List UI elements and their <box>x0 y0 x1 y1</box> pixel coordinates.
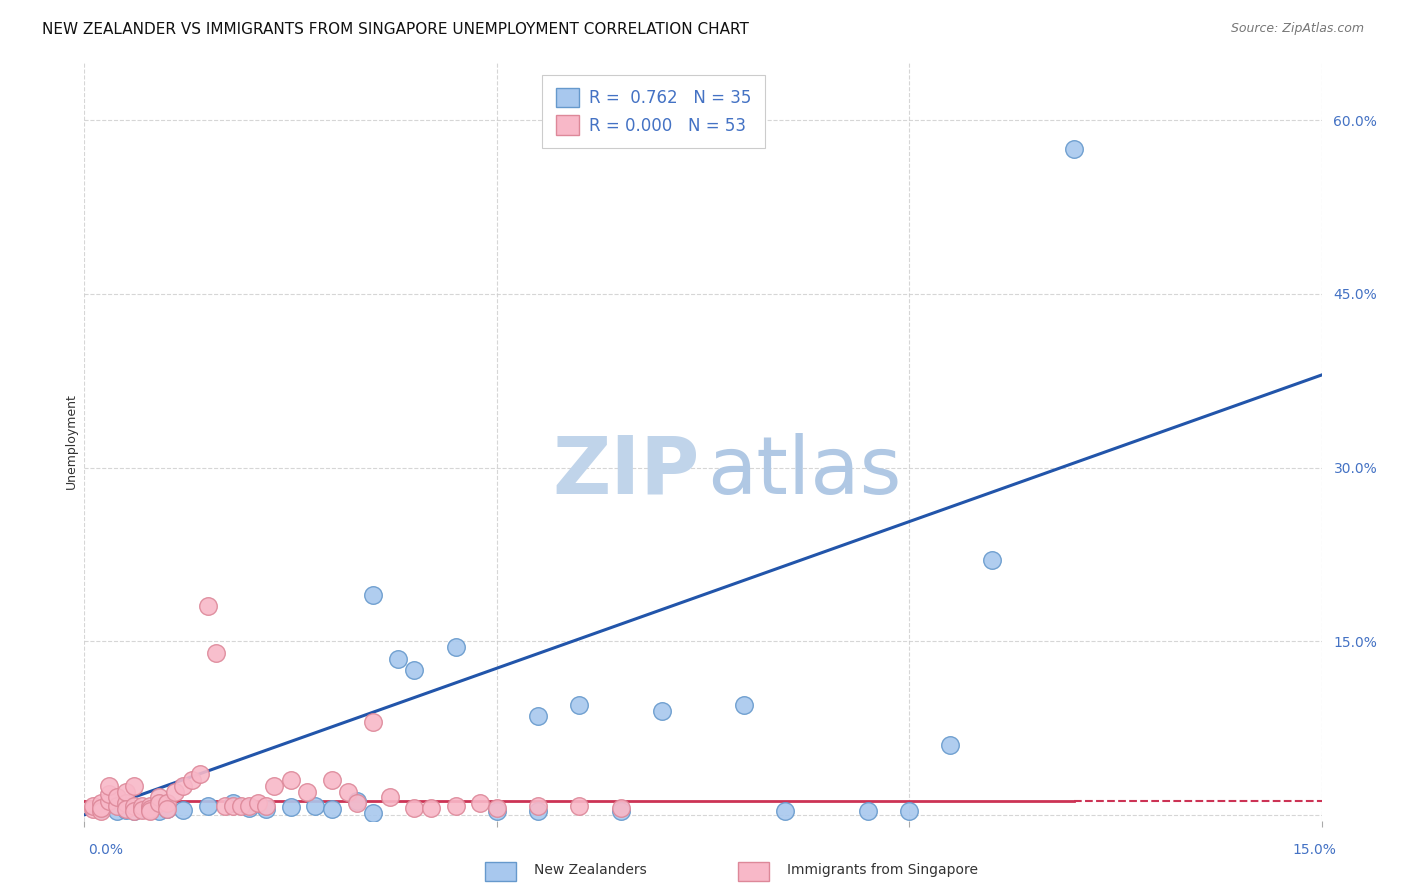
Point <box>131 798 153 813</box>
Point <box>172 803 194 817</box>
Point <box>139 805 162 819</box>
Point <box>139 802 162 816</box>
Point <box>775 805 797 819</box>
Point <box>122 805 145 819</box>
Point <box>131 802 153 816</box>
Point <box>105 798 128 813</box>
Point <box>148 805 170 819</box>
Point <box>404 663 426 677</box>
Point <box>122 798 145 813</box>
Point <box>856 805 879 819</box>
Point <box>444 640 467 654</box>
Point <box>485 805 508 819</box>
Point <box>114 802 136 816</box>
Point <box>361 588 384 602</box>
Point <box>485 801 508 815</box>
Point <box>229 798 252 813</box>
Point <box>321 802 343 816</box>
Point <box>378 790 401 805</box>
Text: atlas: atlas <box>707 433 901 511</box>
Point <box>98 787 121 801</box>
Point <box>131 803 153 817</box>
Point <box>165 785 187 799</box>
Point <box>139 803 162 817</box>
Point <box>346 794 368 808</box>
Text: NEW ZEALANDER VS IMMIGRANTS FROM SINGAPORE UNEMPLOYMENT CORRELATION CHART: NEW ZEALANDER VS IMMIGRANTS FROM SINGAPO… <box>42 22 749 37</box>
Point <box>337 785 360 799</box>
Point <box>172 779 194 793</box>
Legend: R =  0.762   N = 35, R = 0.000   N = 53: R = 0.762 N = 35, R = 0.000 N = 53 <box>543 75 765 148</box>
Point <box>148 790 170 805</box>
Point <box>188 767 211 781</box>
Point <box>148 797 170 811</box>
Point <box>156 802 179 816</box>
Text: 15.0%: 15.0% <box>1292 843 1337 857</box>
Point <box>105 805 128 819</box>
Text: New Zealanders: New Zealanders <box>534 863 647 877</box>
Point <box>222 798 245 813</box>
Point <box>568 798 591 813</box>
Point <box>980 553 1002 567</box>
Point <box>263 779 285 793</box>
Point <box>114 803 136 817</box>
Point <box>238 798 260 813</box>
Point <box>898 805 921 819</box>
Point <box>222 797 245 811</box>
Point <box>387 651 409 665</box>
Point <box>609 805 631 819</box>
Text: Source: ZipAtlas.com: Source: ZipAtlas.com <box>1230 22 1364 36</box>
Point <box>105 790 128 805</box>
Point <box>90 797 112 811</box>
Point <box>197 798 219 813</box>
Point <box>1063 142 1085 156</box>
Point <box>280 799 302 814</box>
Point <box>568 698 591 712</box>
Point <box>419 801 441 815</box>
Point <box>733 698 755 712</box>
Point <box>295 785 318 799</box>
Point <box>205 646 228 660</box>
Point <box>609 801 631 815</box>
Point <box>939 739 962 753</box>
Point <box>98 794 121 808</box>
Point <box>122 779 145 793</box>
Point <box>214 798 236 813</box>
Point <box>444 798 467 813</box>
Point <box>651 704 673 718</box>
Point <box>156 802 179 816</box>
Text: 0.0%: 0.0% <box>89 843 122 857</box>
Point <box>197 599 219 614</box>
Point <box>404 801 426 815</box>
Point <box>156 797 179 811</box>
Point <box>90 805 112 819</box>
Point <box>246 797 269 811</box>
Point <box>304 798 326 813</box>
Text: ZIP: ZIP <box>553 433 699 511</box>
Point <box>139 798 162 813</box>
Point <box>254 802 277 816</box>
Point <box>238 801 260 815</box>
Point <box>114 797 136 811</box>
Point <box>82 802 104 816</box>
Point <box>114 785 136 799</box>
Text: Immigrants from Singapore: Immigrants from Singapore <box>787 863 979 877</box>
Point <box>280 773 302 788</box>
Point <box>98 779 121 793</box>
Point <box>82 798 104 813</box>
Point <box>122 805 145 819</box>
Point <box>90 801 112 815</box>
Point <box>527 805 550 819</box>
Point <box>180 773 202 788</box>
Point <box>361 805 384 820</box>
Point <box>470 797 492 811</box>
Point <box>254 798 277 813</box>
Point <box>346 797 368 811</box>
Point <box>361 715 384 730</box>
Point <box>321 773 343 788</box>
Point <box>527 798 550 813</box>
Point <box>527 709 550 723</box>
Y-axis label: Unemployment: Unemployment <box>65 393 77 490</box>
Point <box>90 802 112 816</box>
